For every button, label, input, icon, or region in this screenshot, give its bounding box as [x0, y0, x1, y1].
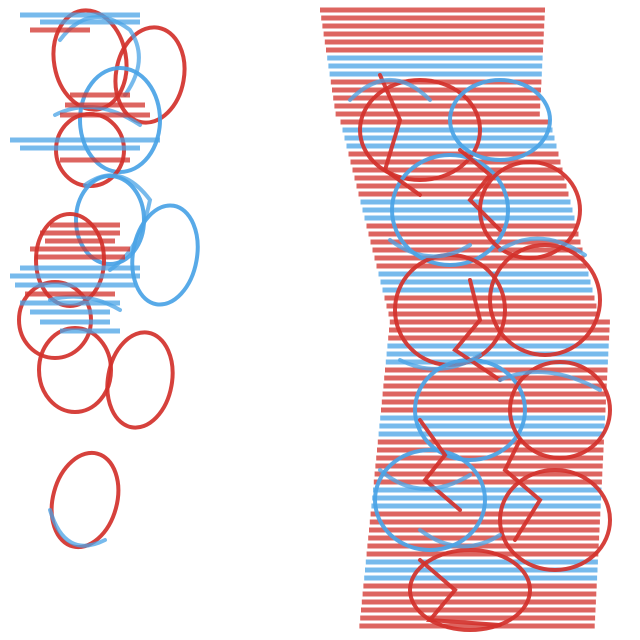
- left-ring-cluster: [10, 8, 200, 550]
- right-blue-arc-5: [498, 370, 602, 392]
- right-zigzag-1: [378, 73, 422, 197]
- right-zigzag-3: [452, 278, 502, 382]
- right-blue-arc-4: [398, 353, 482, 371]
- left-blue-arc-5: [48, 508, 107, 548]
- left-ring-9: [37, 326, 113, 414]
- left-ring-10: [105, 330, 175, 430]
- right-zigzag-2: [458, 148, 502, 232]
- right-zigzag-4: [418, 418, 462, 512]
- left-blue-arc-4: [48, 294, 122, 312]
- left-blue-arc-3: [83, 173, 153, 272]
- right-blue-arc-1: [348, 78, 432, 102]
- right-ring-cluster: [348, 73, 612, 632]
- right-blue-arc-6: [378, 468, 472, 491]
- right-blue-arc-3: [498, 236, 587, 257]
- right-blue-arc-7: [418, 528, 502, 549]
- right-ring-3: [390, 153, 510, 267]
- right-hatch-band: [320, 7, 610, 629]
- right-ring-1: [358, 78, 482, 182]
- right-ring-8: [508, 360, 612, 460]
- left-ring-3: [78, 66, 162, 174]
- right-ring-10: [498, 468, 612, 572]
- right-ring-9: [373, 448, 487, 552]
- right-ring-11: [408, 548, 532, 632]
- right-zigzag-5: [502, 438, 543, 542]
- left-ring-6: [130, 203, 200, 307]
- left-ring-7: [34, 212, 106, 308]
- right-ring-2: [448, 78, 552, 162]
- right-zigzag-6: [418, 558, 502, 627]
- right-blue-arc-2: [388, 238, 472, 259]
- right-ring-6: [488, 243, 602, 357]
- left-ring-11: [49, 450, 121, 550]
